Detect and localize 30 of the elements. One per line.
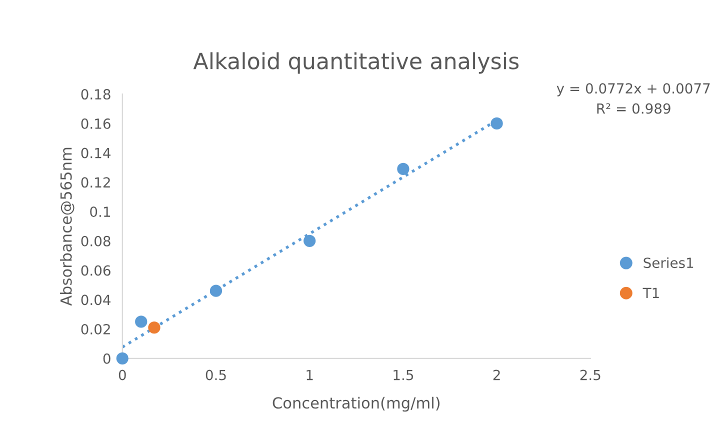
x-tick-label: 0.5: [206, 370, 226, 380]
y-tick-label: 0.1: [90, 206, 110, 218]
y-tick-label: 0.04: [81, 294, 111, 306]
y-tick-label: 0.14: [81, 148, 111, 158]
point: [397, 162, 410, 176]
x-tick-label: 2: [493, 370, 500, 380]
y-tick-label: 0.06: [81, 265, 110, 276]
y-axis-title: Absorbance@565nm: [60, 148, 74, 306]
x-tick-label: 1.5: [394, 370, 414, 380]
point: [116, 352, 128, 364]
point: [210, 284, 222, 297]
x-tick-label: 2.5: [580, 370, 600, 380]
legend-label: Series1: [644, 257, 694, 268]
x-axis-title: Concentration(mg/ml): [272, 396, 440, 412]
y-tick-label: 0.18: [81, 89, 110, 100]
point: [304, 234, 316, 247]
y-tick-label: 0.08: [81, 236, 110, 246]
x-tick-label: 1: [306, 370, 313, 380]
legend-label: T1: [642, 288, 659, 298]
y-tick-label: 0: [103, 353, 110, 364]
text: R² = 0.989: [597, 103, 670, 114]
point: [135, 316, 148, 328]
point: [148, 321, 160, 334]
annotation: y = 0.0772x + 0.0077: [556, 83, 710, 96]
x-tick-label: 0: [118, 370, 126, 380]
y-tick-label: 0.16: [81, 118, 110, 129]
y-tick-label: 0.12: [81, 177, 110, 188]
y-tick-label: 0.02: [81, 324, 110, 335]
chart-title: Alkaloid quantitative analysis: [193, 52, 519, 74]
point: [490, 117, 503, 130]
